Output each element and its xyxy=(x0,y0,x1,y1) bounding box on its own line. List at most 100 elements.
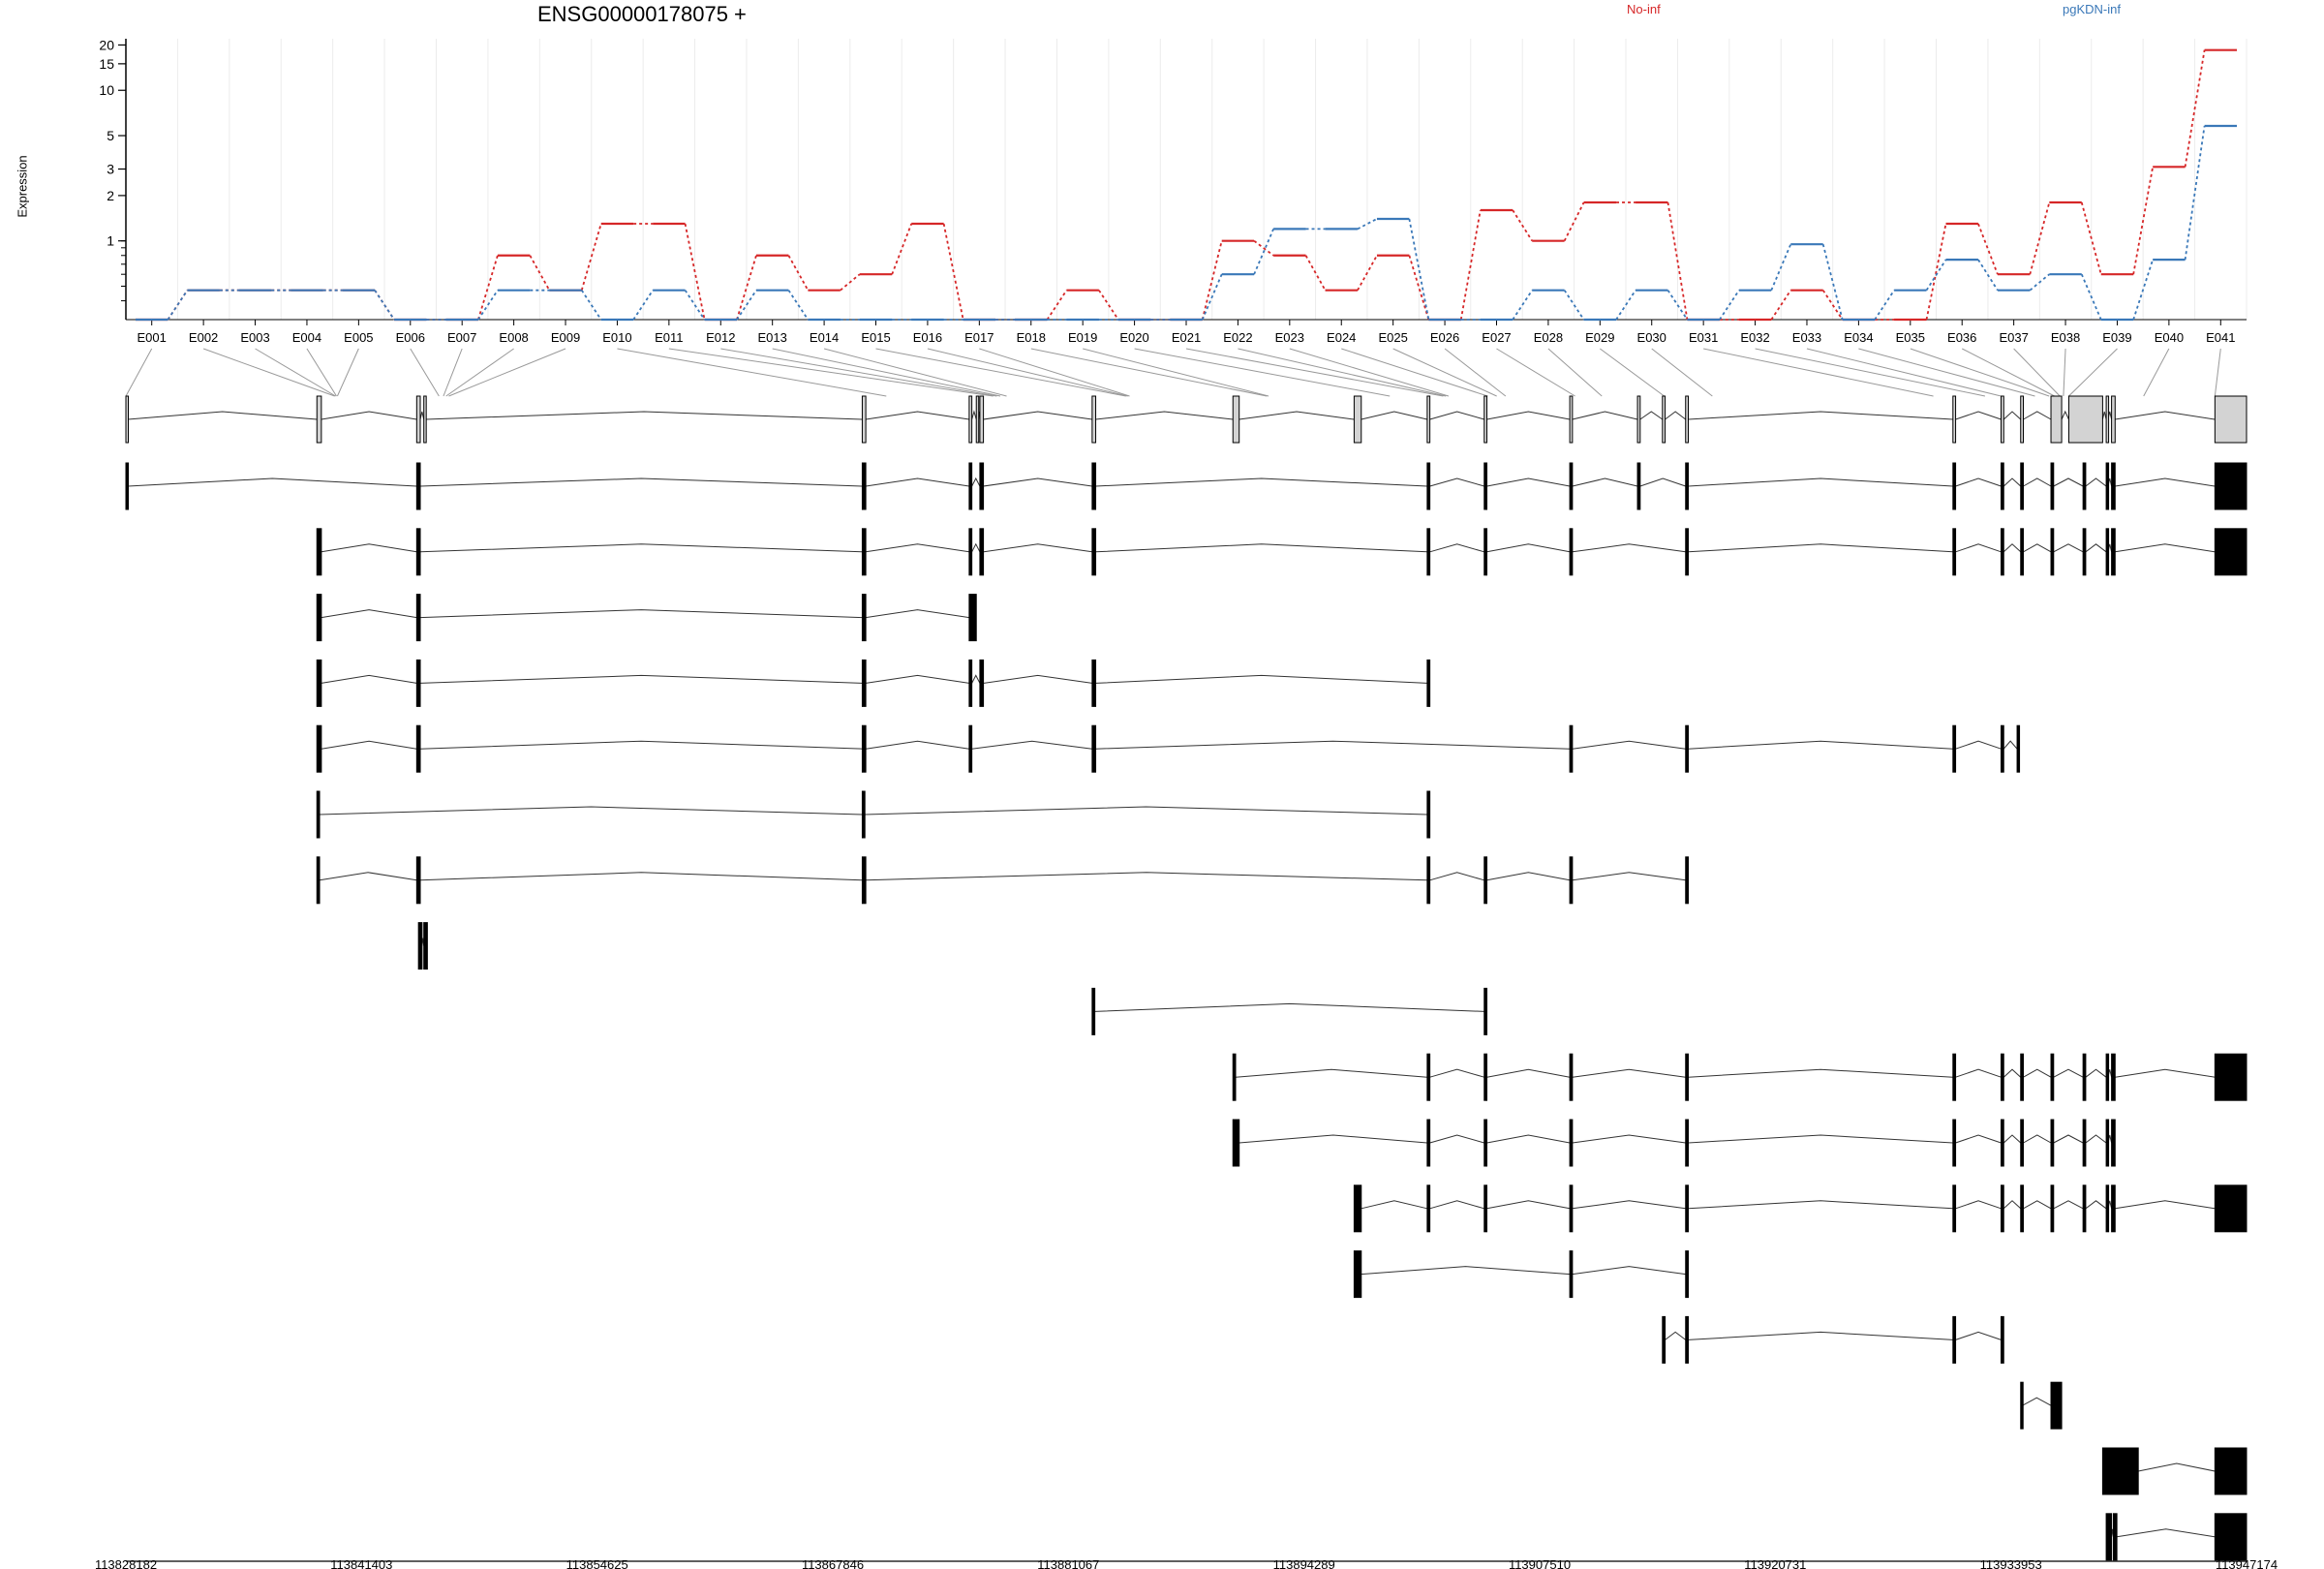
genomic-axis-tick-label: 113867846 xyxy=(802,1557,864,1569)
transcript-11-intron xyxy=(2023,1134,2052,1144)
exon-label: E037 xyxy=(1999,330,2028,345)
transcript-2-exon xyxy=(2105,528,2110,576)
series-pgkdn-inf-connector xyxy=(374,290,395,321)
gene-model-exon xyxy=(975,395,980,444)
transcript-5-exon xyxy=(316,724,322,773)
gene-model-intron xyxy=(1361,411,1427,420)
transcript-8-exon xyxy=(423,922,428,970)
transcript-1-exon xyxy=(1569,462,1574,510)
series-pgkdn-inf-connector xyxy=(1770,243,1792,292)
exon-label: E008 xyxy=(499,330,528,345)
genomic-axis-tick-label: 113828182 xyxy=(95,1557,157,1569)
transcript-1-exon xyxy=(415,462,421,510)
transcript-7-exon xyxy=(415,856,421,905)
transcript-1-intron xyxy=(1688,477,1953,487)
transcript-2-exon xyxy=(1426,528,1431,576)
exon-mapping-line xyxy=(2063,348,2066,397)
transcript-10-intron xyxy=(1572,1068,1686,1078)
transcript-3-intron xyxy=(866,609,969,619)
transcript-7-intron xyxy=(866,872,1427,881)
transcript-11-intron xyxy=(1429,1134,1484,1144)
transcript-1-exon xyxy=(861,462,867,510)
series-no-inf-connector xyxy=(1459,209,1482,321)
exon-label: E027 xyxy=(1482,330,1511,345)
y-tick-label: 1 xyxy=(107,233,114,249)
transcript-12-intron xyxy=(2003,1200,2022,1210)
transcript-1-exon xyxy=(979,462,985,510)
exon-mapping-line xyxy=(1547,348,1603,397)
transcript-2-intron xyxy=(2023,543,2052,553)
exon-label: E026 xyxy=(1430,330,1459,345)
gene-model-intron xyxy=(2061,410,2069,420)
transcript-11-exon xyxy=(1569,1119,1574,1167)
gene-model-exon xyxy=(1952,395,1957,444)
exon-mapping-line xyxy=(668,348,994,397)
series-pgkdn-inf-connector xyxy=(1615,290,1636,321)
transcript-4-exon xyxy=(968,659,973,707)
gene-model-exon xyxy=(1091,395,1097,444)
transcript-11-intron xyxy=(2085,1134,2107,1144)
transcript-2-intron xyxy=(1572,543,1686,553)
transcript-2-intron xyxy=(2115,543,2216,553)
series-no-inf-connector xyxy=(2132,167,2155,275)
transcript-16-exon xyxy=(2214,1447,2248,1495)
genomic-axis-tick-label: 113907510 xyxy=(1509,1557,1571,1569)
transcript-2-exon xyxy=(968,528,973,576)
transcript-1-intron xyxy=(1955,477,2002,487)
transcript-11-exon xyxy=(1952,1119,1957,1167)
exon-label: E017 xyxy=(964,330,994,345)
transcript-8-exon xyxy=(417,922,423,970)
exon-label: E039 xyxy=(2102,330,2131,345)
gene-model-intron xyxy=(2003,411,2022,420)
transcript-5-intron xyxy=(321,740,417,750)
series-no-inf-connector xyxy=(1304,255,1327,292)
series-pgkdn-inf-connector xyxy=(632,290,654,321)
transcript-6-exon xyxy=(316,790,321,839)
transcript-5-intron xyxy=(1688,740,1953,750)
transcript-5-exon xyxy=(2000,724,2004,773)
exon-mapping-line xyxy=(875,348,1126,397)
series-pgkdn-inf-connector xyxy=(1925,259,1947,292)
chart-title: ENSG00000178075 + xyxy=(537,2,747,26)
y-tick-label: 10 xyxy=(99,82,114,98)
transcript-6-intron xyxy=(865,806,1427,815)
transcript-11-exon xyxy=(2050,1119,2055,1167)
transcript-6-exon xyxy=(1426,790,1431,839)
transcript-15-exon xyxy=(2050,1381,2063,1430)
exon-mapping-line xyxy=(1238,348,1447,397)
transcript-4-intron xyxy=(321,674,417,684)
series-pgkdn-inf-connector xyxy=(1512,290,1533,321)
transcript-9-exon xyxy=(1091,987,1096,1035)
gene-model-intron xyxy=(1429,411,1484,420)
exon-label: E031 xyxy=(1689,330,1718,345)
transcript-3-exon xyxy=(316,594,322,642)
transcript-9-intron xyxy=(1094,1002,1484,1012)
gene-model-intron xyxy=(321,411,417,420)
transcript-10-exon xyxy=(2050,1053,2055,1101)
transcript-7-intron xyxy=(1572,872,1686,881)
gene-model-intron xyxy=(425,411,863,420)
transcript-4-intron xyxy=(866,674,969,684)
transcript-11-intron xyxy=(1955,1134,2002,1144)
transcript-9-exon xyxy=(1483,987,1488,1035)
series-pgkdn-inf-connector xyxy=(1667,290,1689,321)
series-pgkdn-inf-connector xyxy=(1201,273,1223,321)
exon-mapping-line xyxy=(2214,348,2221,397)
exon-mapping-line xyxy=(1134,348,1391,397)
exon-label: E006 xyxy=(396,330,425,345)
series-no-inf-connector xyxy=(1357,255,1378,292)
gene-model-intron xyxy=(1486,411,1571,420)
transcript-12-exon xyxy=(2082,1184,2087,1233)
transcript-2-exon xyxy=(979,528,985,576)
transcript-1-exon xyxy=(968,462,973,510)
series-no-inf-connector xyxy=(1253,239,1274,257)
transcript-13-intron xyxy=(1361,1266,1571,1276)
transcript-11-intron xyxy=(2003,1134,2022,1144)
transcript-17-exon xyxy=(2214,1513,2248,1561)
exon-label: E025 xyxy=(1378,330,1407,345)
transcript-1-intron xyxy=(1429,477,1484,487)
transcript-17-intron xyxy=(2117,1528,2216,1538)
transcript-10-intron xyxy=(2023,1068,2052,1078)
transcript-4-exon xyxy=(316,659,322,707)
